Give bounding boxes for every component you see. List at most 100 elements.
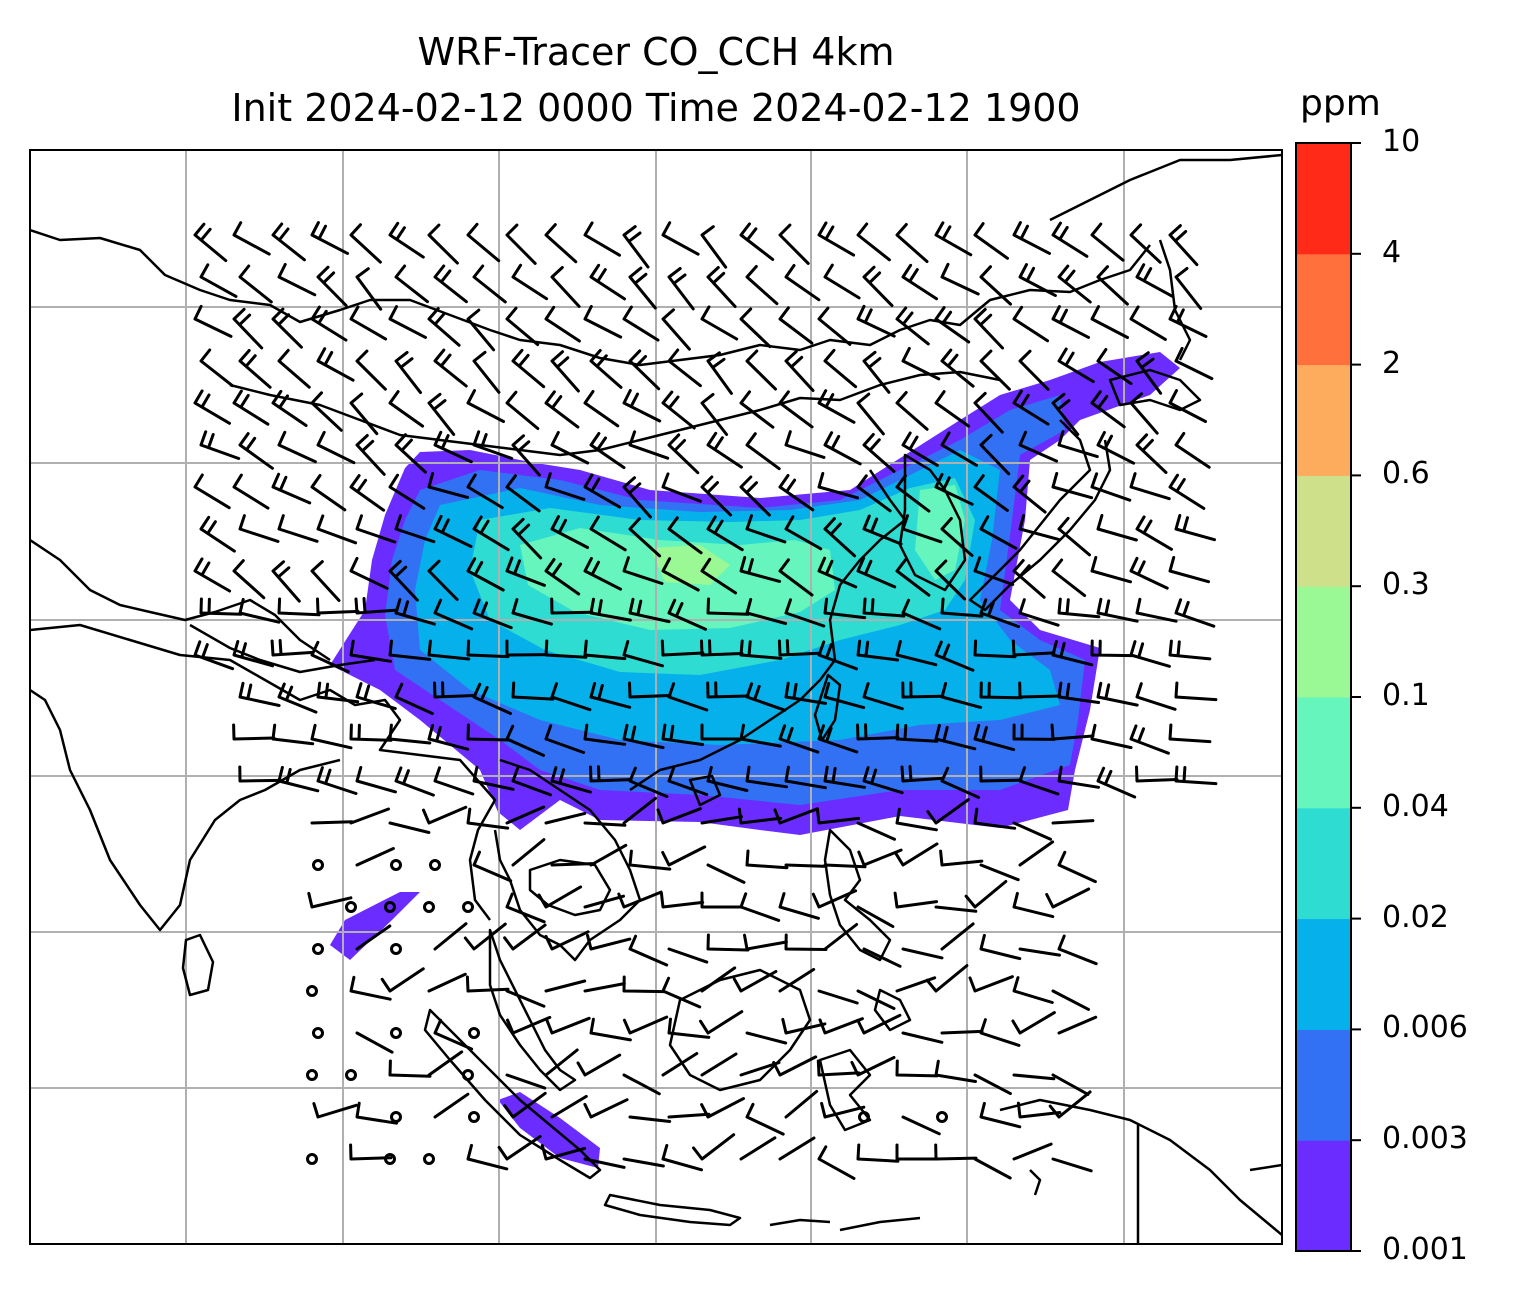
calm-wind-marker — [462, 1069, 474, 1081]
wind-barb — [973, 307, 1004, 350]
wind-barb — [784, 430, 826, 459]
wind-barb — [576, 1053, 622, 1077]
colorbar-segment — [1296, 364, 1351, 476]
wind-barb — [778, 390, 814, 429]
wind-barb — [817, 306, 852, 346]
wind-barb — [667, 1017, 711, 1039]
wind-barb — [1048, 1090, 1092, 1119]
wind-barb — [540, 1144, 587, 1161]
wind-barb — [739, 475, 771, 517]
wind-barb — [925, 964, 969, 993]
wind-barb — [466, 807, 510, 830]
wind-barb — [979, 433, 1011, 476]
wind-barb — [433, 514, 473, 548]
wind-barb — [823, 597, 867, 620]
wind-barb — [349, 807, 390, 825]
wind-barb — [355, 847, 395, 867]
wind-barb — [893, 891, 939, 909]
wind-barb — [823, 863, 867, 869]
wind-barb — [1018, 840, 1055, 867]
wind-barb — [700, 1052, 738, 1077]
wind-barb — [778, 306, 814, 345]
hainan — [688, 774, 722, 807]
wind-barb — [1012, 976, 1054, 1004]
wind-barb — [589, 263, 626, 301]
wind-barb — [380, 967, 425, 993]
colorbar-segment — [1296, 1029, 1351, 1141]
wind-barb — [939, 849, 984, 867]
wind-barb — [901, 598, 942, 631]
wind-barb — [505, 1073, 547, 1090]
wind-barb — [503, 1091, 547, 1119]
wind-barb — [271, 389, 308, 427]
wind-barb — [622, 476, 652, 519]
wind-barb — [1051, 639, 1094, 667]
wind-barb — [667, 682, 709, 712]
wind-barb — [388, 821, 431, 834]
wind-barb — [900, 765, 945, 783]
wind-barb — [901, 347, 941, 381]
wind-barb — [349, 639, 392, 663]
wind-barb — [277, 514, 319, 543]
wind-barb — [232, 307, 264, 350]
wind-barb — [745, 849, 789, 870]
wind-barb — [1011, 639, 1056, 657]
colorbar-tick-label: 0.02 — [1382, 899, 1449, 935]
wind-barb — [816, 1059, 861, 1077]
wind-barb — [940, 431, 978, 467]
wind-barb — [817, 1145, 856, 1180]
wind-barb — [745, 682, 787, 712]
wind-barb — [1096, 597, 1139, 623]
wind-barb — [394, 514, 436, 544]
wind-barb — [505, 474, 541, 513]
wind-barb — [199, 597, 243, 616]
wind-barb — [784, 765, 827, 790]
wind-barb — [1129, 305, 1167, 341]
calm-wind-marker — [423, 901, 435, 913]
wind-barb — [1012, 1073, 1056, 1081]
wind-barb — [505, 805, 546, 825]
wind-barb — [433, 264, 468, 304]
wind-barb — [1057, 934, 1098, 966]
wind-barb — [465, 975, 510, 993]
wind-barb — [316, 430, 356, 465]
wind-barb — [856, 723, 900, 741]
wind-barb — [979, 863, 1020, 882]
wind-barb — [823, 765, 866, 789]
wind-barb — [901, 514, 943, 544]
wind-barb — [745, 265, 779, 306]
wind-barb — [544, 979, 587, 993]
wind-barb — [739, 307, 772, 349]
wind-barb — [232, 723, 276, 741]
wind-barb — [1129, 724, 1170, 755]
wind-barb — [1057, 347, 1095, 384]
wind-barb — [784, 264, 821, 302]
wind-barb — [503, 923, 547, 951]
wind-barb — [745, 598, 788, 625]
calm-wind-marker — [468, 1027, 480, 1039]
wind-barb — [589, 682, 632, 709]
wind-barb — [355, 267, 383, 311]
wind-barb — [1045, 887, 1091, 909]
wind-barb — [238, 264, 273, 304]
sri-lanka — [181, 933, 215, 997]
wind-barb — [550, 431, 590, 465]
wind-barb — [778, 1136, 816, 1161]
wind-barb — [745, 514, 787, 544]
wind-barb — [388, 559, 419, 602]
wind-barb — [968, 975, 1014, 993]
calm-wind-marker — [390, 859, 402, 871]
wind-barb — [979, 1101, 1022, 1129]
wind-barb — [1051, 1073, 1090, 1096]
wind-barb — [817, 724, 859, 754]
wind-barb — [583, 723, 627, 746]
wind-barb — [745, 432, 781, 471]
wind-barb — [232, 559, 266, 600]
wind-barb — [739, 1061, 781, 1077]
wind-barb — [934, 306, 971, 344]
india-north-border — [30, 538, 376, 674]
wind-barb — [895, 807, 938, 832]
wind-barb — [895, 223, 929, 263]
wind-barb — [964, 880, 1008, 909]
